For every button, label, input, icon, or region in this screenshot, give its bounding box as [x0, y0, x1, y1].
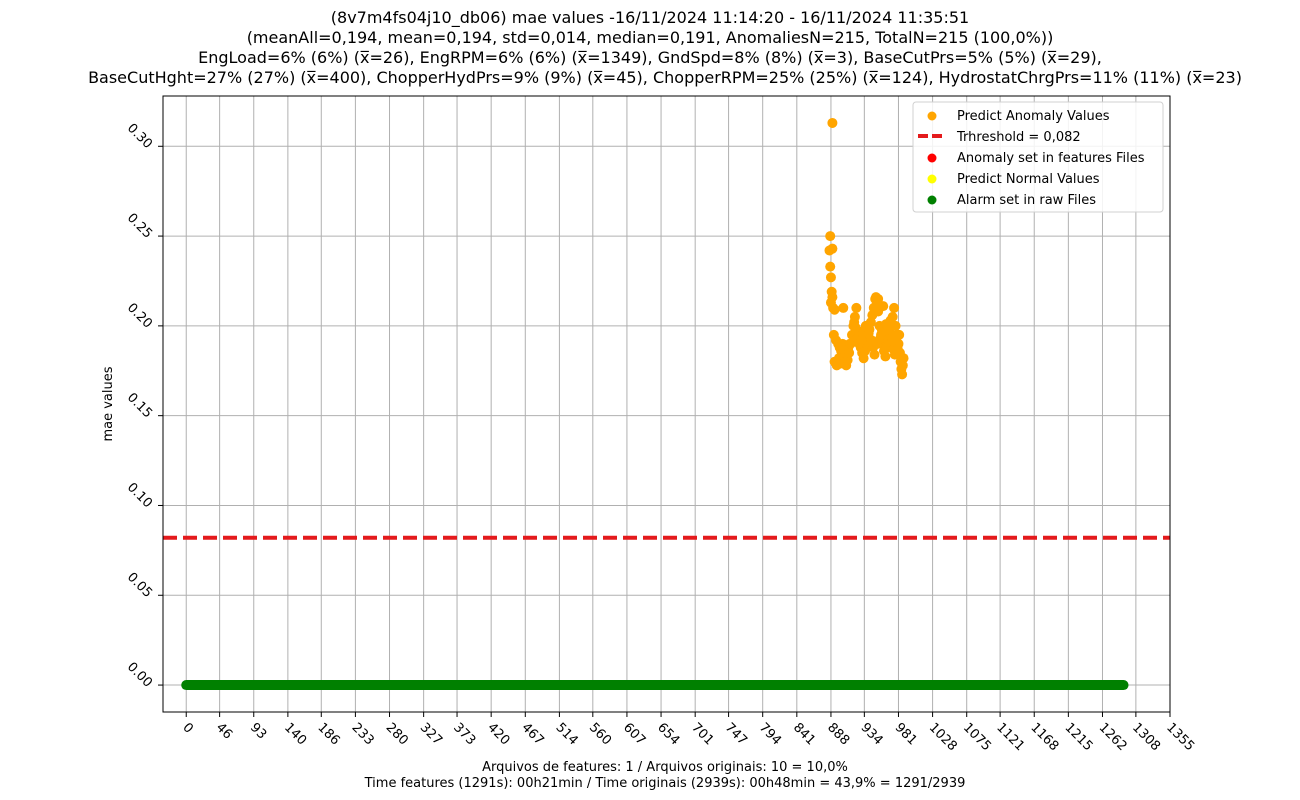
x-tick-label-17: 794: [756, 720, 784, 748]
anomaly-point-37: [851, 302, 862, 313]
x-tick-label-19: 888: [824, 720, 852, 748]
x-tick-label-14: 654: [654, 720, 682, 748]
grid-lines: [163, 96, 1171, 712]
legend-label-0: Predict Anomaly Values: [957, 109, 1110, 124]
x-tick-label-1: 46: [213, 720, 235, 742]
legend-box: [912, 101, 1164, 213]
x-tick-label-25: 1168: [1027, 720, 1061, 754]
anomaly-point-32: [844, 347, 855, 358]
anomaly-point-70: [897, 369, 908, 380]
x-tick-label-15: 701: [688, 720, 716, 748]
anomaly-point-75: [878, 301, 889, 312]
x-tick-label-23: 1075: [960, 720, 994, 754]
anomaly-point-5: [825, 272, 836, 283]
x-tick-label-16: 747: [722, 720, 750, 748]
y-axis-label: mae values: [101, 366, 116, 441]
x-tick-label-3: 140: [281, 720, 309, 748]
anomaly-point-10: [829, 304, 840, 315]
anomaly-point-101: [894, 329, 905, 340]
anomaly-point-88: [869, 349, 880, 360]
footer-line-2: Time features (1291s): 00h21min / Time o…: [364, 776, 966, 791]
x-tick-label-21: 981: [892, 720, 920, 748]
anomaly-point-4: [825, 261, 836, 272]
y-tick-label-3: 0.15: [124, 390, 155, 421]
title-line-4: BaseCutHght=27% (27%) (x̅=400), ChopperH…: [88, 68, 1242, 87]
x-tick-label-2: 93: [247, 720, 269, 742]
x-tick-label-9: 420: [484, 720, 512, 748]
legend-marker-3: [927, 174, 937, 184]
legend-label-4: Alarm set in raw Files: [957, 193, 1096, 208]
footer-line-1: Arquivos de features: 1 / Arquivos origi…: [482, 760, 848, 775]
x-tick-label-0: 0: [179, 720, 195, 736]
x-tick-label-28: 1308: [1129, 720, 1163, 754]
x-tick-label-5: 233: [349, 720, 377, 748]
title-line-3: EngLoad=6% (6%) (x̅=26), EngRPM=6% (6%) …: [198, 48, 1102, 67]
y-tick-label-0: 0.00: [124, 660, 155, 691]
x-tick-label-7: 327: [417, 720, 445, 748]
title-line-2: (meanAll=0,194, mean=0,194, std=0,014, m…: [246, 28, 1054, 47]
x-tick-label-29: 1355: [1163, 720, 1197, 754]
y-tick-label-2: 0.10: [124, 480, 155, 511]
legend-marker-4: [927, 195, 937, 205]
x-tick-label-10: 467: [518, 720, 546, 748]
x-tick-label-6: 280: [383, 720, 411, 748]
x-axis: 0 46 93 140 186 233 280 327 373 420 467 514 560 607 65…: [179, 712, 1197, 754]
anomaly-point-1: [825, 231, 836, 242]
anomaly-point-3: [824, 245, 835, 256]
anomaly-point-72: [898, 353, 909, 364]
y-tick-label-1: 0.05: [124, 570, 155, 601]
y-axis: 0.00 0.05 0.10 0.15 0.20 0.25 0.30: [124, 121, 163, 691]
anomaly-point-94: [882, 326, 893, 337]
x-axis-label: Arquivos de features: 1 / Arquivos origi…: [0, 760, 1300, 792]
anomaly-point-71: [897, 360, 908, 371]
y-tick-label-6: 0.30: [124, 121, 155, 152]
anomaly-point-74: [873, 293, 884, 304]
legend-label-2: Anomaly set in features Files: [957, 151, 1145, 166]
x-tick-label-22: 1028: [926, 720, 960, 754]
anomaly-series: [824, 117, 909, 380]
x-tick-label-24: 1121: [993, 720, 1027, 754]
chart-title: (8v7m4fs04j10_db06) mae values -16/11/20…: [0, 8, 1300, 88]
y-tick-label-5: 0.25: [124, 211, 155, 242]
legend-marker-2: [927, 153, 937, 163]
anomaly-point-63: [889, 302, 900, 313]
anomaly-point-11: [838, 302, 849, 313]
x-tick-label-27: 1262: [1096, 720, 1130, 754]
legend-label-1: Trhreshold = 0,082: [956, 130, 1081, 145]
anomaly-point-57: [880, 351, 891, 362]
legend: Predict Anomaly Values Trhreshold = 0,082…: [912, 101, 1164, 213]
plot-frame: [162, 95, 1171, 713]
x-tick-label-8: 373: [450, 720, 478, 748]
anomaly-point-100: [892, 344, 903, 355]
legend-marker-0: [927, 111, 937, 121]
legend-label-3: Predict Normal Values: [957, 172, 1100, 187]
x-tick-label-26: 1215: [1062, 720, 1096, 754]
anomaly-point-0: [827, 117, 838, 128]
x-tick-label-11: 514: [553, 720, 581, 748]
x-tick-label-4: 186: [314, 720, 342, 748]
title-line-1: (8v7m4fs04j10_db06) mae values -16/11/20…: [330, 8, 970, 27]
x-tick-label-13: 607: [620, 720, 648, 748]
y-tick-label-4: 0.20: [124, 300, 155, 331]
x-tick-label-12: 560: [586, 720, 614, 748]
x-tick-label-18: 841: [790, 720, 818, 748]
x-tick-label-20: 934: [858, 720, 886, 748]
